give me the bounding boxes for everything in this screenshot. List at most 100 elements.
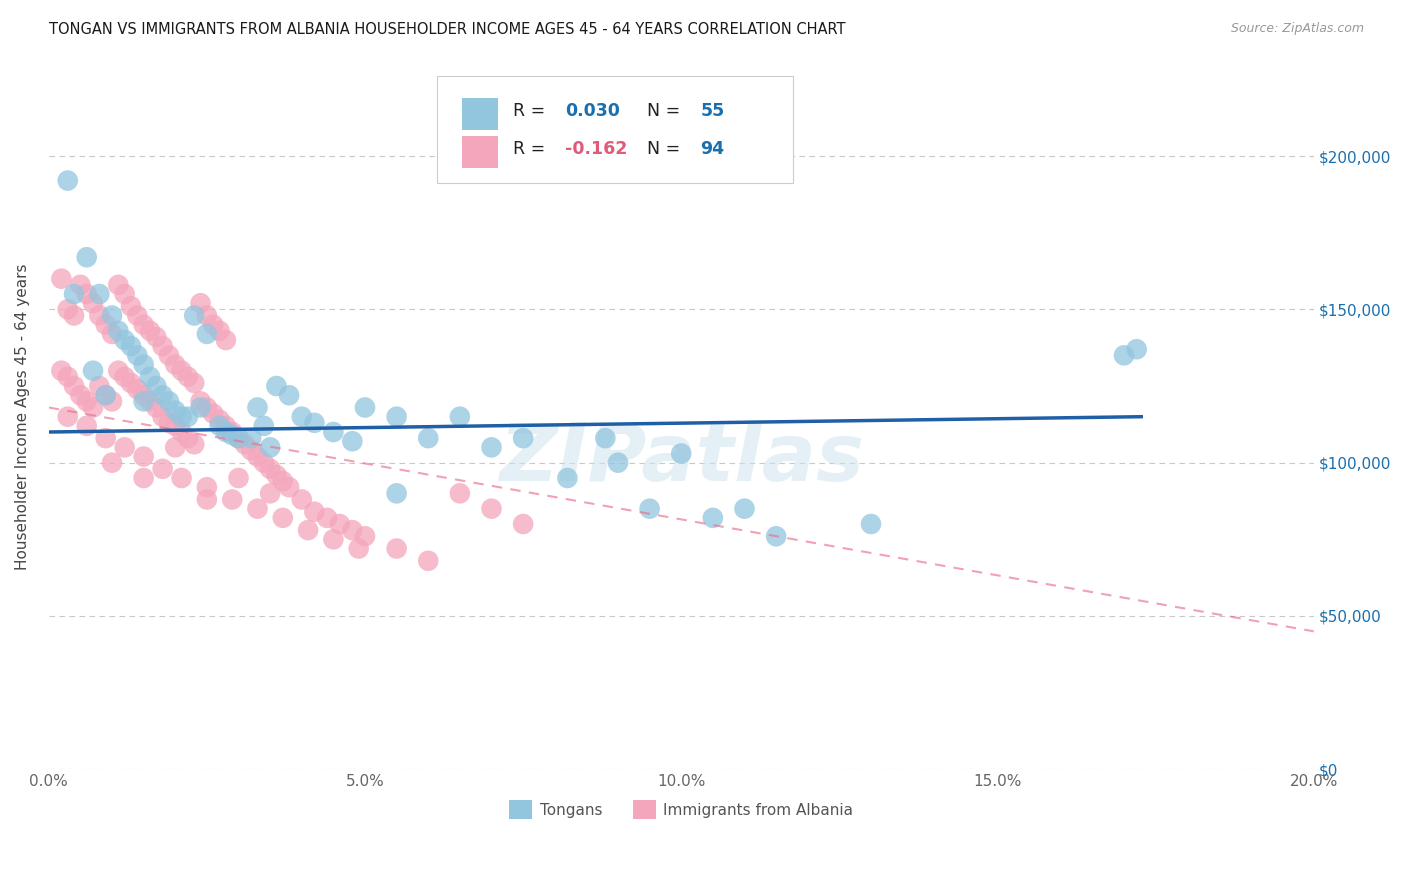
Point (120, 339, 142, 353)
Point (170, 364, 193, 378)
Point (481, 501, 503, 516)
Point (607, 456, 630, 470)
Point (322, 533, 344, 547)
Point (132, 358, 155, 372)
Point (342, 523, 364, 537)
Point (278, 480, 301, 494)
Point (127, 382, 149, 396)
Point (347, 541, 370, 556)
Point (240, 443, 263, 458)
Point (132, 388, 155, 402)
Point (114, 369, 136, 384)
Point (170, 425, 193, 439)
Bar (463, 98, 498, 129)
Bar (463, 136, 498, 168)
Point (114, 287, 136, 301)
Point (354, 401, 377, 415)
Point (316, 511, 339, 525)
Point (765, 529, 787, 543)
Point (418, 431, 440, 445)
Point (195, 326, 218, 341)
Point (132, 471, 155, 485)
Point (89, 287, 111, 301)
Point (190, 394, 212, 409)
Point (101, 456, 124, 470)
Point (101, 394, 124, 409)
Point (183, 437, 205, 451)
Point (215, 418, 238, 433)
Point (190, 401, 212, 415)
Point (304, 416, 326, 430)
Point (94, 388, 117, 402)
Point (322, 425, 344, 439)
Point (342, 434, 364, 449)
Y-axis label: Householder Income Ages 45 - 64 years: Householder Income Ages 45 - 64 years (15, 263, 30, 570)
Point (1125, 343, 1147, 357)
Point (76, 250, 98, 264)
Point (228, 431, 250, 445)
Point (329, 516, 352, 531)
Point (253, 456, 276, 470)
Point (195, 480, 218, 494)
Point (859, 516, 882, 531)
Point (702, 511, 724, 525)
Point (56, 173, 79, 187)
Point (278, 388, 301, 402)
Point (51, 364, 73, 378)
Point (145, 330, 167, 344)
Point (418, 554, 440, 568)
Point (259, 462, 281, 476)
Point (82, 296, 104, 310)
Point (165, 418, 187, 433)
Point (449, 409, 471, 424)
Point (56, 369, 79, 384)
Point (114, 441, 136, 455)
Point (638, 501, 661, 516)
Point (291, 409, 314, 424)
Point (127, 309, 149, 323)
Point (63, 309, 86, 323)
Point (195, 309, 218, 323)
Point (127, 348, 149, 362)
Point (56, 302, 79, 317)
Text: 55: 55 (700, 103, 724, 120)
Point (202, 407, 225, 421)
Point (215, 333, 238, 347)
Text: 0.030: 0.030 (565, 103, 620, 120)
Point (385, 486, 408, 500)
Point (139, 369, 162, 384)
Point (157, 348, 180, 362)
Point (152, 462, 174, 476)
Point (157, 416, 180, 430)
Point (266, 467, 288, 482)
Point (94, 431, 117, 445)
Point (69, 388, 91, 402)
Point (120, 376, 142, 390)
Text: -0.162: -0.162 (565, 140, 627, 159)
Point (291, 492, 314, 507)
Text: Source: ZipAtlas.com: Source: ZipAtlas.com (1230, 22, 1364, 36)
Point (246, 401, 269, 415)
Point (76, 287, 98, 301)
Point (734, 501, 756, 516)
Point (177, 369, 200, 384)
Point (297, 523, 319, 537)
Text: ZIPatlas: ZIPatlas (499, 420, 863, 498)
Point (240, 431, 263, 445)
Point (354, 529, 377, 543)
Point (385, 541, 408, 556)
Point (221, 425, 243, 439)
Point (221, 492, 243, 507)
Point (82, 364, 104, 378)
Point (165, 441, 187, 455)
Point (89, 309, 111, 323)
Point (449, 486, 471, 500)
Point (94, 388, 117, 402)
Point (107, 364, 129, 378)
Point (271, 474, 294, 488)
Point (512, 431, 534, 445)
Point (190, 296, 212, 310)
Point (228, 471, 250, 485)
Point (145, 379, 167, 393)
Point (152, 388, 174, 402)
